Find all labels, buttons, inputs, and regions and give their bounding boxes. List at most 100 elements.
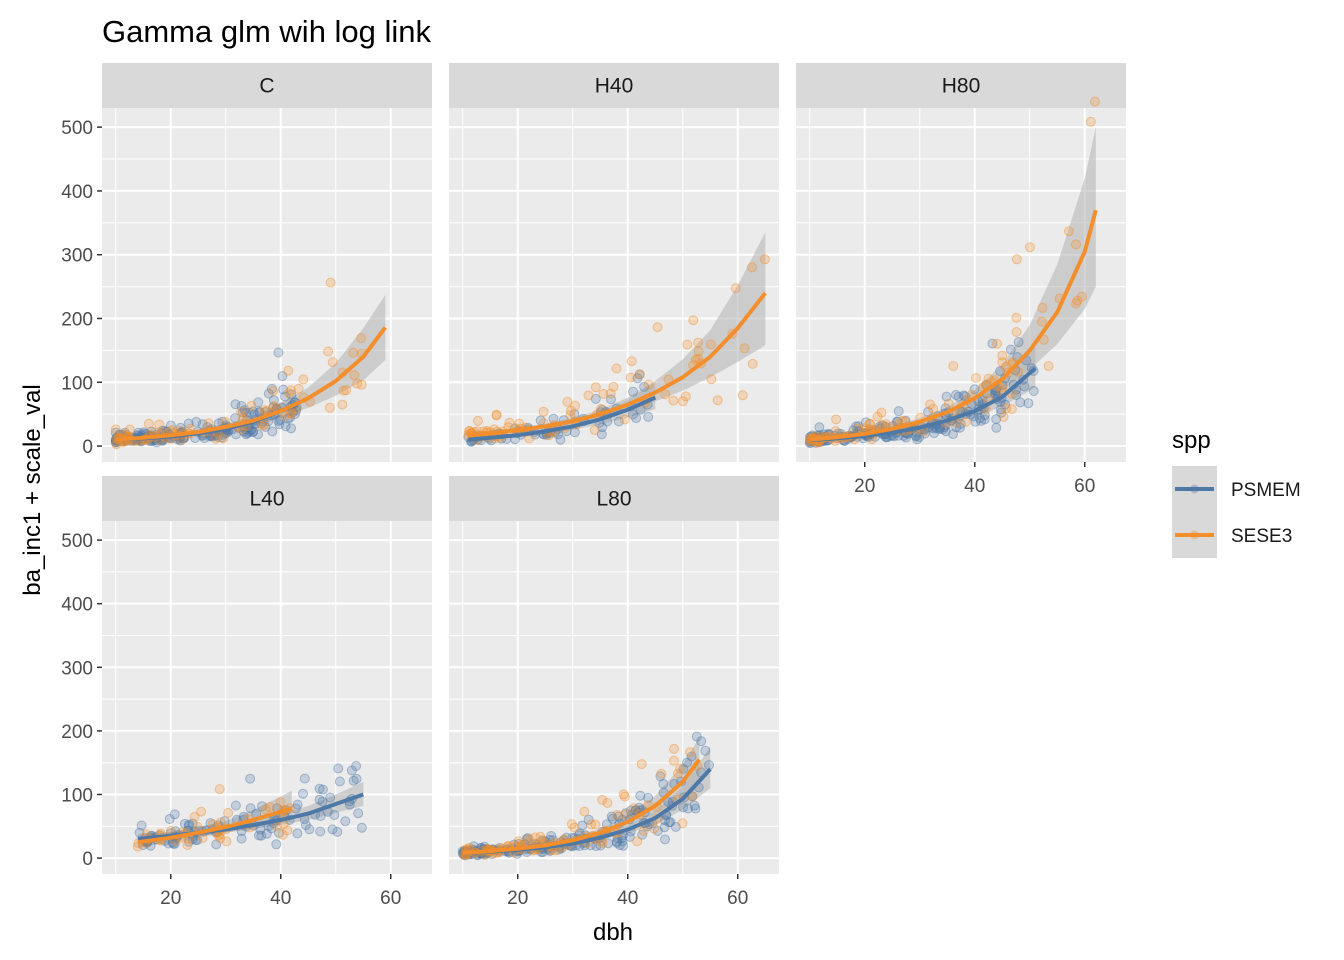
data-point-sese3 [668,755,679,766]
x-tick-label: 40 [964,476,985,497]
data-point-sese3 [628,803,639,814]
data-point-psmem [569,409,580,420]
data-point-sese3 [283,365,294,376]
data-point-psmem [280,391,290,402]
data-point-psmem [242,428,253,439]
data-point-sese3 [491,410,502,421]
data-point-sese3 [203,418,214,429]
data-point-sese3 [705,339,716,350]
data-point-psmem [919,428,930,439]
data-point-psmem [230,413,241,424]
legend-keys: PSMEM SESE3 [1172,466,1301,558]
data-point-psmem [325,792,336,803]
data-point-psmem [634,369,645,380]
data-point-sese3 [747,262,758,273]
data-point-sese3 [275,797,286,808]
data-point-sese3 [538,406,549,417]
data-point-psmem [213,431,223,442]
facet-strip [102,476,432,521]
fit-line-psmem [468,395,657,442]
data-point-sese3 [579,806,590,817]
data-point-psmem [1011,390,1022,400]
data-point-psmem [1015,397,1026,408]
data-point-psmem [183,418,194,429]
legend-title: spp [1172,427,1211,454]
data-point-sese3 [673,768,683,779]
data-point-sese3 [612,810,623,820]
data-point-psmem [954,422,965,433]
data-point-sese3 [562,396,573,407]
data-point-psmem [238,426,249,437]
data-point-sese3 [323,346,334,357]
data-point-sese3 [712,395,723,406]
data-point-sese3 [143,418,154,429]
data-point-sese3 [678,396,688,407]
data-point-psmem [659,822,670,833]
y-tick-label: 500 [61,118,93,139]
data-point-psmem [614,840,625,851]
data-point-psmem [257,801,267,812]
data-point-sese3 [598,388,609,399]
data-point-psmem [696,736,707,747]
data-point-psmem [351,773,362,784]
data-point-psmem [136,820,147,831]
data-point-psmem [292,799,303,810]
data-point-psmem [853,421,864,432]
facet-strip-label: C [259,75,274,98]
data-point-sese3 [602,798,613,808]
data-point-sese3 [619,414,630,425]
data-point-sese3 [570,400,580,411]
confidence-ribbon-sese3 [468,232,766,438]
data-point-psmem [217,432,227,443]
data-point-sese3 [656,768,667,779]
data-point-sese3 [626,356,637,367]
data-point-psmem [996,404,1006,415]
legend-key-psmem: PSMEM [1172,466,1301,512]
y-tick-label: 100 [61,785,93,806]
data-point-sese3 [298,374,309,385]
data-point-psmem [289,409,300,420]
data-point-psmem [317,784,328,795]
data-point-sese3 [632,836,643,847]
data-point-sese3 [597,794,608,805]
data-point-sese3 [341,385,352,396]
data-point-sese3 [293,383,304,394]
data-point-psmem [274,419,285,430]
data-point-sese3 [352,378,363,389]
data-point-sese3 [348,347,359,358]
data-point-psmem [304,824,315,835]
data-point-psmem [169,838,180,849]
data-point-psmem [282,413,293,424]
data-point-psmem [231,429,241,440]
facet-strip-label: H40 [595,75,634,98]
legend-key-sese3: SESE3 [1172,512,1292,558]
data-point-psmem [628,409,638,420]
data-point-psmem [652,826,663,836]
data-point-psmem [893,406,904,417]
data-point-psmem [164,814,175,824]
data-point-sese3 [677,818,688,829]
data-point-psmem [611,836,622,847]
data-point-psmem [958,390,969,401]
data-point-psmem [643,411,654,422]
data-point-psmem [991,422,1002,433]
data-point-sese3 [565,410,576,420]
data-point-psmem [990,388,1001,399]
data-point-psmem [260,421,271,432]
data-point-psmem [191,416,202,427]
data-point-psmem [596,429,607,440]
data-point-psmem [300,820,311,831]
data-point-psmem [329,810,340,820]
data-point-psmem [314,794,325,805]
facet-panel-h40: H40 [449,63,779,462]
legend-label: PSMEM [1231,480,1301,501]
facet-panel-h80: H80 20 40 60 [796,63,1126,497]
data-point-psmem [236,401,247,411]
data-point-psmem [851,421,862,432]
data-point-psmem [298,788,308,799]
data-point-psmem [628,386,639,397]
data-point-psmem [625,805,636,816]
x-tick-label: 60 [727,888,748,909]
data-point-sese3 [1071,298,1082,309]
data-point-sese3 [971,373,981,383]
